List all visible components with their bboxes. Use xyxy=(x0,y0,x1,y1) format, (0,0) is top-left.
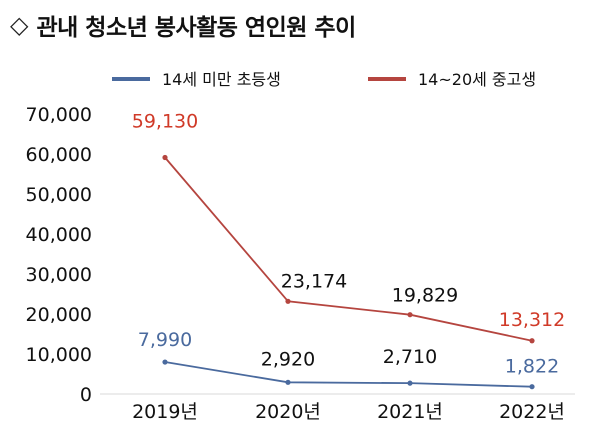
x-tick-label: 2020년 xyxy=(255,401,321,423)
y-tick-label: 70,000 xyxy=(26,104,92,126)
x-tick-label: 2022년 xyxy=(499,401,565,423)
data-label: 7,990 xyxy=(138,329,192,351)
data-label: 2,710 xyxy=(383,346,437,368)
y-tick-label: 60,000 xyxy=(26,144,92,166)
data-point xyxy=(285,298,291,304)
data-point xyxy=(529,384,535,390)
y-tick-label: 40,000 xyxy=(26,224,92,246)
diamond-icon: ◇ xyxy=(10,11,29,39)
x-tick-label: 2019년 xyxy=(132,401,198,423)
data-label: 19,829 xyxy=(392,285,458,307)
legend-label: 14~20세 중고생 xyxy=(418,70,536,89)
data-label: 2,920 xyxy=(261,348,315,370)
data-point xyxy=(407,380,413,386)
title-row: ◇ 관내 청소년 봉사활동 연인원 추이 xyxy=(10,8,356,42)
x-tick-label: 2021년 xyxy=(377,401,443,423)
data-label: 23,174 xyxy=(281,270,347,292)
data-point xyxy=(529,338,535,344)
data-point xyxy=(285,379,291,385)
data-label: 13,312 xyxy=(499,309,565,331)
data-label: 1,822 xyxy=(505,356,559,378)
series-line xyxy=(164,361,533,388)
data-label: 59,130 xyxy=(132,110,198,132)
data-point xyxy=(162,359,168,365)
y-tick-label: 0 xyxy=(80,384,92,406)
y-tick-label: 50,000 xyxy=(26,184,92,206)
y-tick-label: 10,000 xyxy=(26,344,92,366)
y-tick-label: 30,000 xyxy=(26,264,92,286)
data-point xyxy=(162,154,168,161)
chart-title: 관내 청소년 봉사활동 연인원 추이 xyxy=(36,15,356,41)
legend-label: 14세 미만 초등생 xyxy=(162,70,281,89)
series-line xyxy=(164,156,533,342)
data-point xyxy=(407,312,413,318)
y-tick-label: 20,000 xyxy=(26,304,92,326)
